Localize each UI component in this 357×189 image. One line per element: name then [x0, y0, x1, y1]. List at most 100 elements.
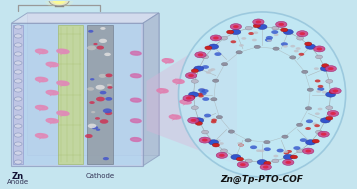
Circle shape — [245, 26, 252, 30]
Ellipse shape — [131, 138, 141, 141]
Circle shape — [45, 0, 73, 8]
Ellipse shape — [35, 49, 48, 53]
Circle shape — [264, 147, 271, 151]
Circle shape — [211, 119, 217, 122]
Circle shape — [195, 122, 202, 125]
Circle shape — [254, 45, 260, 49]
Circle shape — [245, 139, 251, 142]
Circle shape — [105, 74, 112, 77]
Circle shape — [208, 140, 218, 145]
Circle shape — [198, 94, 204, 98]
Circle shape — [263, 166, 268, 169]
Circle shape — [220, 36, 227, 40]
Circle shape — [219, 154, 225, 157]
Circle shape — [14, 61, 22, 65]
Circle shape — [253, 31, 258, 34]
Circle shape — [330, 88, 341, 94]
Circle shape — [202, 139, 208, 142]
Circle shape — [312, 139, 319, 143]
Circle shape — [100, 119, 109, 124]
Circle shape — [212, 79, 219, 82]
Circle shape — [285, 161, 291, 164]
Circle shape — [198, 53, 203, 56]
Circle shape — [313, 122, 317, 125]
Circle shape — [250, 145, 257, 149]
Circle shape — [291, 155, 297, 159]
Circle shape — [14, 70, 22, 74]
Circle shape — [320, 66, 330, 71]
Circle shape — [305, 107, 312, 110]
Circle shape — [282, 135, 288, 138]
Circle shape — [210, 35, 222, 41]
Circle shape — [314, 67, 319, 70]
Circle shape — [210, 68, 215, 71]
Circle shape — [302, 70, 308, 74]
Circle shape — [273, 33, 278, 36]
Circle shape — [14, 133, 22, 137]
Circle shape — [219, 142, 224, 145]
Ellipse shape — [131, 98, 141, 102]
Circle shape — [286, 150, 292, 153]
Circle shape — [316, 55, 323, 59]
Circle shape — [96, 97, 105, 101]
Circle shape — [283, 45, 288, 48]
Circle shape — [273, 47, 279, 50]
Circle shape — [283, 150, 288, 153]
Circle shape — [273, 155, 278, 157]
Circle shape — [305, 42, 312, 46]
Circle shape — [317, 47, 322, 50]
Circle shape — [14, 34, 22, 38]
Circle shape — [95, 117, 100, 120]
Circle shape — [231, 40, 236, 43]
Circle shape — [104, 53, 111, 56]
Circle shape — [318, 131, 330, 137]
Circle shape — [237, 142, 242, 145]
Circle shape — [314, 46, 325, 52]
Circle shape — [238, 144, 243, 146]
Circle shape — [198, 88, 205, 92]
Circle shape — [296, 47, 301, 50]
Circle shape — [271, 30, 278, 34]
Circle shape — [200, 91, 207, 95]
Circle shape — [97, 46, 104, 50]
Circle shape — [53, 0, 65, 4]
Circle shape — [103, 108, 112, 113]
Ellipse shape — [157, 89, 168, 93]
Circle shape — [283, 152, 289, 155]
Circle shape — [48, 0, 70, 7]
Circle shape — [252, 39, 257, 41]
Circle shape — [236, 51, 242, 54]
Circle shape — [14, 97, 22, 101]
Circle shape — [326, 106, 333, 110]
Circle shape — [208, 44, 218, 49]
Circle shape — [328, 67, 334, 70]
Circle shape — [314, 124, 320, 127]
Circle shape — [87, 87, 94, 91]
Circle shape — [214, 52, 221, 56]
Circle shape — [277, 149, 284, 152]
FancyBboxPatch shape — [87, 25, 114, 164]
Polygon shape — [11, 23, 143, 166]
Circle shape — [228, 130, 235, 133]
Circle shape — [200, 88, 205, 91]
Circle shape — [216, 152, 227, 158]
Circle shape — [281, 28, 288, 32]
Circle shape — [99, 39, 107, 43]
Circle shape — [297, 149, 304, 153]
Circle shape — [293, 146, 301, 150]
Circle shape — [194, 118, 204, 123]
Circle shape — [221, 63, 228, 66]
Circle shape — [264, 140, 270, 144]
Circle shape — [191, 79, 198, 83]
Circle shape — [327, 110, 339, 116]
Circle shape — [233, 25, 239, 28]
Circle shape — [100, 27, 106, 30]
Polygon shape — [27, 13, 159, 156]
Circle shape — [306, 119, 313, 123]
Ellipse shape — [131, 74, 141, 78]
Circle shape — [272, 26, 279, 30]
Circle shape — [99, 74, 106, 78]
Circle shape — [194, 66, 204, 71]
Circle shape — [88, 30, 94, 33]
Circle shape — [266, 36, 273, 40]
